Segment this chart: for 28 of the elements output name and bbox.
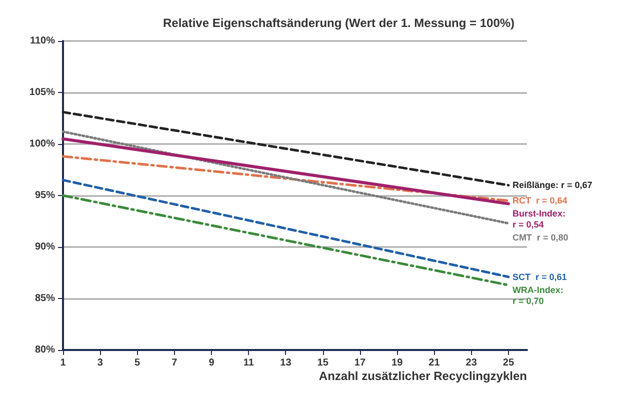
x-tick-label: 15 — [317, 358, 329, 368]
series-label: WRA-Index: r = 0,70 — [512, 284, 564, 306]
x-tick-label: 9 — [208, 358, 215, 368]
x-axis-title: Anzahl zusätzlicher Recyclingzyklen — [318, 369, 527, 383]
y-tick-label: 110% — [30, 36, 56, 46]
x-tick-label: 1 — [60, 358, 66, 368]
series-label: Reißlänge: r = 0,67 — [512, 180, 592, 190]
x-tick-label: 7 — [172, 358, 178, 368]
series-label: RCT r = 0,64 — [512, 196, 568, 206]
series-label: Burst-Index: r = 0,54 — [512, 208, 566, 230]
chart-title: Relative Eigenschaftsänderung (Wert der 1. Messung = 100%) — [163, 16, 515, 30]
y-tick-label: 85% — [34, 293, 56, 304]
x-tick-label: 17 — [354, 358, 366, 368]
y-tick-label: 80% — [34, 344, 56, 356]
x-tick-label: 13 — [280, 358, 292, 368]
x-tick-label: 11 — [243, 358, 254, 368]
x-tick-label: 25 — [502, 358, 514, 368]
x-tick-label: 3 — [97, 358, 104, 368]
y-tick-label: 95% — [34, 190, 56, 201]
x-tick-label: 21 — [428, 358, 440, 368]
y-tick-label: 90% — [34, 242, 56, 252]
series-label: CMT r = 0,80 — [512, 232, 568, 243]
x-tick-label: 19 — [392, 358, 404, 368]
x-tick-label: 23 — [466, 358, 478, 368]
y-tick-label: 105% — [29, 87, 56, 98]
y-tick-label: 100% — [29, 138, 56, 150]
x-tick-label: 5 — [134, 358, 140, 368]
series-label: SCT r = 0,61 — [512, 272, 567, 282]
